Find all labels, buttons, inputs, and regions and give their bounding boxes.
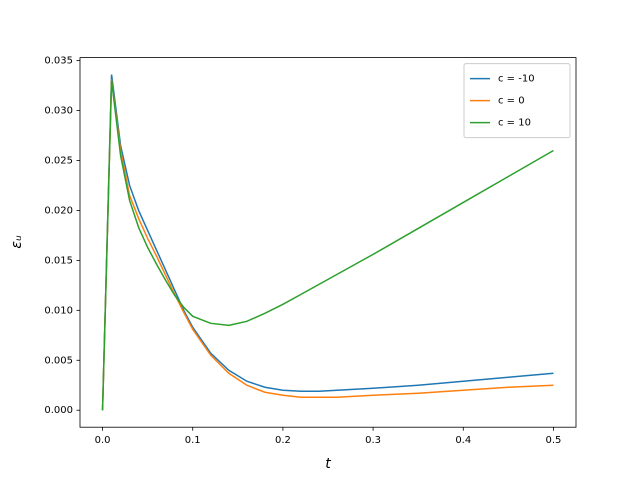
x-tick-label: 0.0	[95, 435, 111, 446]
y-tick-label: 0.010	[44, 305, 73, 316]
x-tick-label: 0.5	[546, 435, 562, 446]
x-tick-label: 0.4	[455, 435, 471, 446]
x-tick-label: 0.1	[185, 435, 201, 446]
y-tick-label: 0.000	[44, 405, 73, 416]
legend-label: c = 10	[498, 118, 531, 129]
x-axis-label: t	[325, 456, 331, 472]
line-series	[101, 80, 554, 411]
legend-box	[463, 63, 571, 139]
y-tick-label: 0.030	[44, 106, 73, 117]
y-tick-label: 0.015	[44, 255, 73, 266]
line-series	[101, 74, 554, 411]
plot-frame	[79, 57, 577, 428]
y-tick-label: 0.025	[44, 155, 73, 166]
x-tick-label: 0.3	[365, 435, 381, 446]
y-axis-label: εᵤ	[9, 235, 25, 249]
y-tick-label: 0.020	[44, 205, 73, 216]
legend-label: c = 0	[498, 96, 525, 107]
y-tick-label: 0.005	[44, 355, 73, 366]
legend-label: c = -10	[498, 74, 535, 85]
x-tick-label: 0.2	[275, 435, 291, 446]
line-series	[101, 79, 554, 411]
y-tick-label: 0.035	[44, 56, 73, 67]
